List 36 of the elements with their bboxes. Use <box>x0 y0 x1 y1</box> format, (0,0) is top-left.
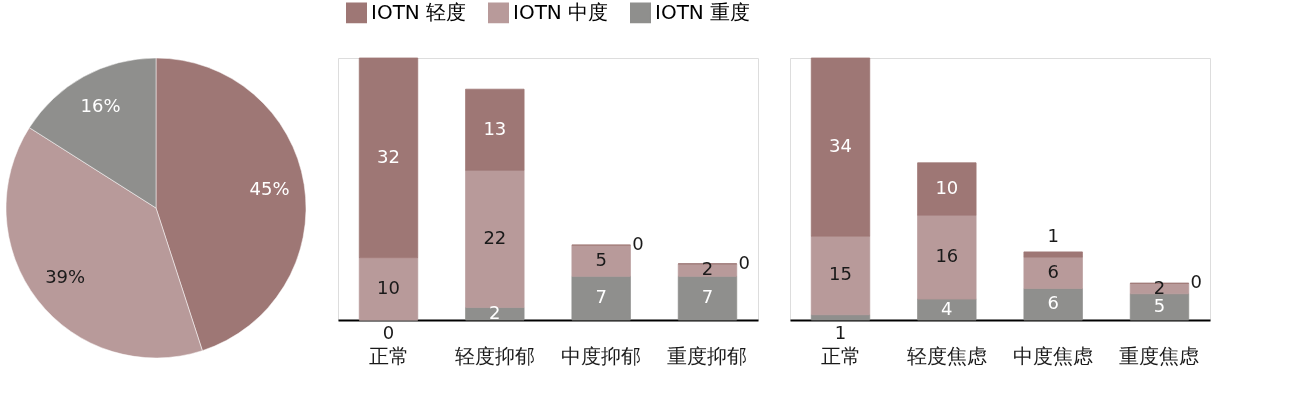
data-label: 0 <box>632 233 644 255</box>
data-label: 10 <box>935 177 959 198</box>
data-label: 16% <box>80 95 121 117</box>
data-label: 0 <box>738 251 750 273</box>
legend-label: IOTN 重度 <box>655 0 751 24</box>
data-label: 0 <box>1190 271 1202 293</box>
data-label: 1 <box>834 322 847 343</box>
data-label: 7 <box>701 286 714 308</box>
x-tick-label: 重度抑郁 <box>667 343 748 368</box>
data-label: 1 <box>1047 224 1059 246</box>
data-label: 16 <box>935 245 959 267</box>
data-label: 4 <box>941 297 953 319</box>
x-tick-label: 中度抑郁 <box>561 343 642 368</box>
x-tick-label: 中度焦虑 <box>1013 343 1094 368</box>
x-tick-label: 轻度焦虑 <box>906 343 987 368</box>
x-tick-label: 正常 <box>820 343 861 368</box>
data-label: 39% <box>45 266 86 288</box>
data-label: 0 <box>382 322 395 343</box>
legend-label: IOTN 中度 <box>513 0 609 24</box>
data-label: 6 <box>1047 260 1059 282</box>
legend-label: IOTN 轻度 <box>371 0 467 24</box>
data-label: 34 <box>829 135 852 157</box>
data-label: 22 <box>483 226 507 248</box>
data-label: 7 <box>595 286 607 308</box>
data-label: 45% <box>249 178 290 200</box>
data-label: 15 <box>829 263 852 285</box>
data-label: 10 <box>377 276 400 298</box>
x-tick-label: 重度焦虑 <box>1119 343 1200 368</box>
data-label: 6 <box>1047 292 1059 314</box>
data-label: 32 <box>377 145 400 167</box>
x-tick-label: 正常 <box>368 343 409 368</box>
data-label: 13 <box>483 117 507 139</box>
data-label: 2 <box>701 258 714 280</box>
data-label: 5 <box>595 248 607 270</box>
x-tick-label: 轻度抑郁 <box>454 343 535 368</box>
data-label: 2 <box>489 301 501 323</box>
